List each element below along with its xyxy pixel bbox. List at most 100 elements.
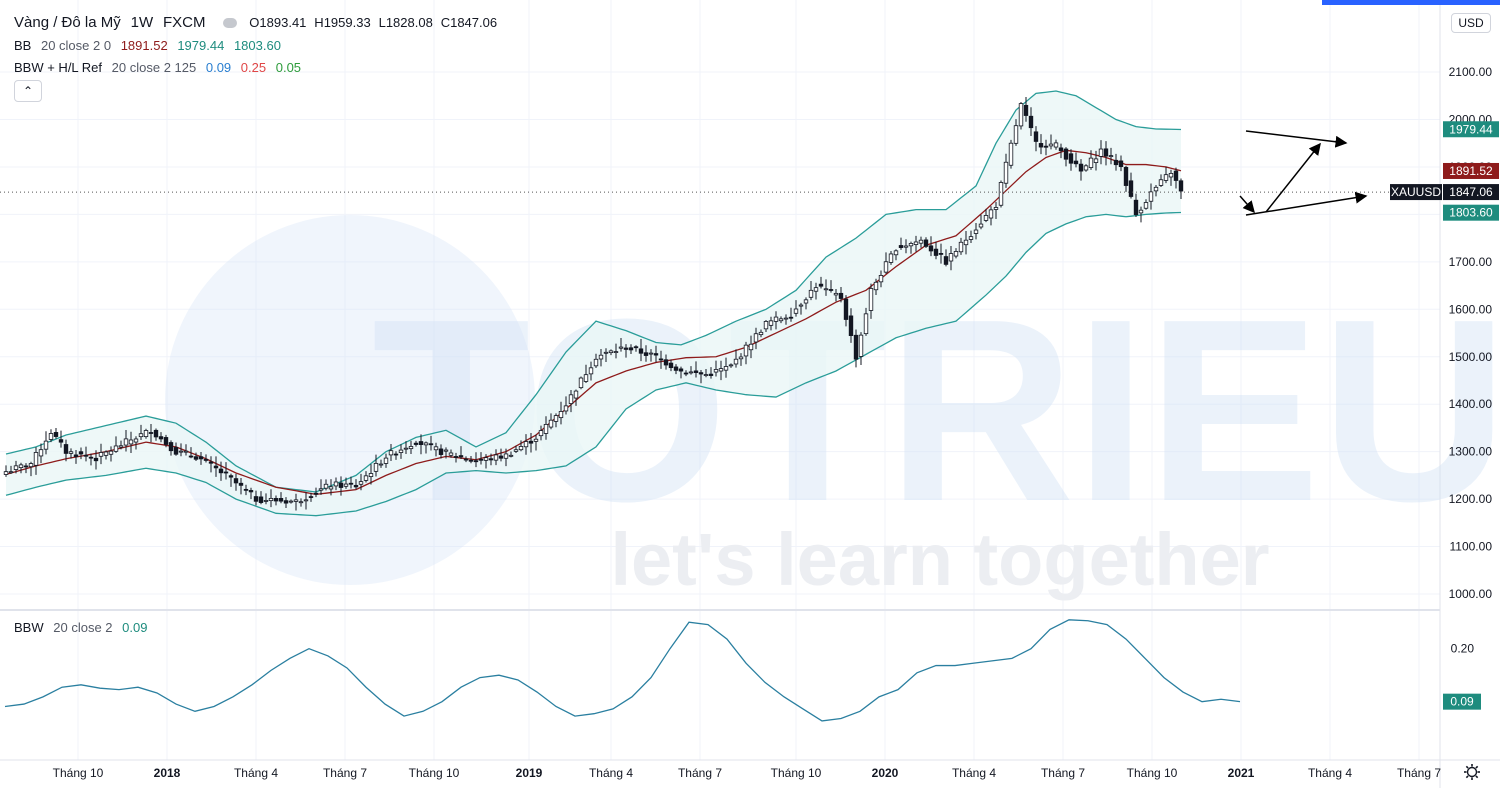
candle-body — [1153, 186, 1159, 192]
candle-body — [1003, 161, 1009, 184]
bbw-legend[interactable]: BBW 20 close 2 0.09 — [14, 620, 153, 635]
candle-body — [1043, 145, 1049, 148]
bbw-ref-params: 20 close 2 125 — [111, 60, 197, 75]
bbw-ref-legend[interactable]: BBW + H/L Ref 20 close 2 125 0.09 0.25 0… — [14, 60, 307, 75]
candle-body — [18, 464, 24, 469]
time-tick-label: Tháng 7 — [1397, 766, 1441, 780]
candle-body — [1038, 143, 1044, 148]
candle-body — [358, 481, 364, 485]
candle-body — [918, 239, 924, 244]
candle-body — [648, 352, 654, 355]
candle-body — [583, 374, 589, 382]
candle-body — [998, 182, 1004, 206]
time-tick-label: Tháng 7 — [678, 766, 722, 780]
candle-body — [738, 356, 744, 360]
candle-body — [78, 451, 84, 455]
candle-body — [708, 373, 714, 376]
candle-body — [423, 442, 429, 446]
candle-body — [1133, 199, 1139, 216]
candle-body — [893, 250, 899, 256]
candle-body — [58, 439, 64, 443]
candle-body — [698, 372, 704, 375]
candle-body — [748, 343, 754, 351]
candle-body — [773, 316, 779, 322]
candle-body — [293, 499, 299, 502]
candle-body — [613, 351, 619, 353]
candle-body — [503, 453, 509, 459]
tag-bb-lower-bg — [1443, 204, 1499, 221]
candle-body — [263, 500, 269, 502]
candle-body — [443, 449, 449, 452]
candle-body — [1108, 155, 1114, 158]
arrow-breakout-up — [1265, 142, 1321, 213]
candle-body — [453, 456, 459, 458]
candle-body — [783, 317, 789, 320]
candle-body — [173, 447, 179, 455]
candle-body — [103, 451, 109, 456]
candle-body — [1093, 158, 1099, 163]
candle-body — [98, 452, 104, 457]
candle-body — [218, 468, 224, 474]
symbol-name[interactable]: Vàng / Đô la Mỹ — [14, 14, 121, 31]
candle-body — [688, 371, 694, 374]
candle-body — [38, 449, 44, 457]
candle-body — [363, 475, 369, 481]
candle-body — [593, 358, 599, 367]
candle-body — [543, 424, 549, 434]
candle-body — [638, 348, 644, 354]
candle-body — [378, 463, 384, 466]
bbw-value: 0.09 — [122, 620, 148, 635]
candle-body — [818, 283, 824, 287]
bbw-ref-name: BBW + H/L Ref — [14, 60, 103, 75]
candle-body — [348, 482, 354, 485]
annotations — [0, 130, 1390, 216]
collapse-legend-button[interactable]: ⌃ — [14, 80, 42, 102]
candle-body — [468, 459, 474, 462]
candle-body — [228, 475, 234, 478]
tag-bbw: 0.09 — [1450, 695, 1474, 709]
bb-legend[interactable]: BB 20 close 2 0 1891.52 1979.44 1803.60 — [14, 38, 287, 53]
currency-button[interactable]: USD — [1451, 13, 1491, 33]
tag-last-price-bg — [1443, 184, 1499, 201]
price-tick-label: 1200.00 — [1449, 492, 1493, 506]
candle-body — [8, 471, 14, 474]
candle-body — [1158, 179, 1164, 186]
candle-body — [753, 333, 759, 343]
candle-body — [1098, 148, 1104, 157]
candle-body — [823, 288, 829, 291]
candle-body — [873, 281, 879, 291]
candle-body — [33, 452, 39, 466]
interval[interactable]: 1W — [130, 14, 154, 31]
price-tick-label: 1700.00 — [1449, 255, 1493, 269]
candle-body — [493, 454, 499, 461]
candle-body — [278, 498, 284, 502]
market-status-icon — [223, 18, 238, 29]
settings-gear-icon[interactable] — [1464, 764, 1480, 780]
candle-body — [433, 446, 439, 451]
candle-body — [168, 442, 174, 452]
candle-body — [858, 334, 864, 357]
price-tick-label: 2100.00 — [1449, 65, 1493, 79]
bbw-line — [4, 619, 1241, 722]
candle-body — [883, 261, 889, 273]
candle-body — [1073, 160, 1079, 165]
candle-body — [448, 452, 454, 456]
candle-body — [628, 347, 634, 351]
candle-body — [398, 449, 404, 453]
time-tick-label: Tháng 4 — [1308, 766, 1352, 780]
candle-body — [558, 411, 564, 419]
candle-body — [93, 457, 99, 462]
candle-body — [1028, 115, 1034, 129]
candle-body — [1048, 143, 1054, 147]
tag-bb-upper-bg — [1443, 121, 1499, 138]
arrow-lower-projection — [1245, 191, 1368, 216]
candle-body — [863, 313, 869, 335]
candle-body — [403, 447, 409, 450]
close-label: C — [440, 15, 451, 30]
price-tick-label: 1500.00 — [1449, 350, 1493, 364]
candle-body — [148, 432, 154, 434]
arrow-upper-projection — [1245, 130, 1348, 148]
candle-body — [1008, 142, 1014, 166]
